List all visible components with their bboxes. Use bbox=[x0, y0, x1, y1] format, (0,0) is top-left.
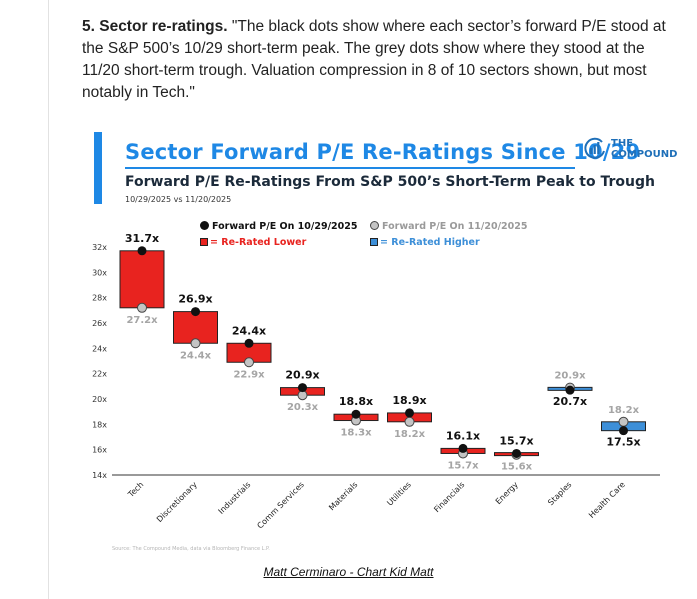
peak-dot bbox=[619, 426, 628, 436]
trough-value-label: 20.3x bbox=[287, 402, 319, 413]
author-credit[interactable]: Matt Cerminaro - Chart Kid Matt bbox=[263, 565, 434, 579]
y-tick-label: 24x bbox=[92, 344, 107, 353]
range-bar-tech bbox=[119, 250, 165, 309]
y-tick-label: 28x bbox=[92, 294, 107, 303]
x-tick-label: Utilities bbox=[385, 480, 413, 508]
the-compound-logo: THE COMPOUND bbox=[583, 136, 683, 166]
compound-logo-text: THE COMPOUND bbox=[611, 138, 677, 160]
legend-trough-dot-icon bbox=[370, 221, 379, 230]
trough-value-label: 18.3x bbox=[340, 428, 372, 439]
trough-value-label: 18.2x bbox=[608, 405, 640, 416]
trough-dot bbox=[244, 357, 254, 368]
trough-value-label: 15.7x bbox=[447, 460, 479, 471]
x-tick-label: Comm Services bbox=[255, 480, 305, 530]
y-tick-label: 32x bbox=[92, 243, 107, 252]
legend-higher: = Re-Rated Higher bbox=[370, 237, 480, 248]
x-axis-labels: Tech Discretionary Industrials Comm Service… bbox=[126, 480, 627, 531]
peak-value-label: 17.5x bbox=[606, 436, 640, 449]
peak-dot bbox=[137, 246, 147, 256]
article-paragraph: 5. Sector re-ratings. "The black dots sh… bbox=[82, 16, 682, 104]
trough-value-label: 24.4x bbox=[180, 350, 212, 361]
peak-dot bbox=[565, 385, 575, 395]
logo-line-2: COMPOUND bbox=[611, 149, 678, 160]
legend-higher-swatch-icon bbox=[370, 238, 378, 246]
range-bar-discretionary bbox=[173, 311, 218, 344]
peak-dot bbox=[298, 383, 307, 393]
y-tick-label: 20x bbox=[92, 395, 107, 404]
x-tick-label: Staples bbox=[546, 480, 573, 507]
peak-dot bbox=[458, 443, 468, 453]
trough-value-label: 18.2x bbox=[394, 429, 426, 440]
legend-lower-label: = Re-Rated Lower bbox=[210, 237, 307, 248]
y-tick-label: 30x bbox=[92, 268, 107, 277]
compound-logo-icon bbox=[584, 137, 605, 159]
legend-peak-dot-icon bbox=[200, 221, 209, 230]
trough-value-label: 15.6x bbox=[501, 462, 533, 473]
legend-higher-label: = Re-Rated Higher bbox=[380, 237, 480, 248]
x-tick-label: Health Care bbox=[587, 480, 627, 520]
y-tick-label: 14x bbox=[92, 471, 107, 480]
chart-title-accent-bar bbox=[94, 132, 102, 204]
source-note: Source: The Compound Media, data via Blo… bbox=[112, 546, 270, 552]
legend-lower: = Re-Rated Lower bbox=[200, 237, 306, 248]
y-tick-label: 16x bbox=[92, 446, 107, 455]
chart-title: Sector Forward P/E Re-Ratings Since 10/2… bbox=[125, 140, 641, 164]
x-tick-label: Tech bbox=[126, 480, 146, 500]
legend-trough-label: Forward P/E On 11/20/2025 bbox=[382, 221, 528, 232]
range-bars: 31.7x 27.2x 26.9x 24.4x 24.4x 22.9x 20.9x 20.3x… bbox=[119, 232, 646, 473]
y-tick-label: 26x bbox=[92, 319, 107, 328]
trough-value-label: 27.2x bbox=[126, 315, 158, 326]
y-axis-ticks: 14x 16x 18x 20x 22x 24x 26x 28x 30x 32x bbox=[92, 243, 107, 480]
chart-date-range: 10/29/2025 vs 11/20/2025 bbox=[125, 195, 232, 204]
peak-dot bbox=[351, 409, 361, 419]
peak-dot bbox=[191, 307, 200, 317]
x-tick-label: Financials bbox=[432, 480, 466, 514]
peak-value-label: 20.9x bbox=[285, 369, 319, 382]
trough-value-label: 22.9x bbox=[233, 369, 265, 380]
peak-value-label: 18.9x bbox=[392, 394, 426, 407]
trough-dot bbox=[404, 416, 415, 427]
article-quote: "The black dots show where each sector’s… bbox=[82, 18, 666, 101]
chart-subtitle: Forward P/E Re-Ratings From S&P 500’s Sh… bbox=[125, 174, 655, 190]
peak-value-label: 26.9x bbox=[178, 293, 212, 306]
x-tick-label: Materials bbox=[327, 480, 359, 512]
logo-line-1: THE bbox=[611, 138, 634, 149]
trough-dot bbox=[190, 338, 201, 349]
page-left-rule bbox=[48, 0, 49, 599]
x-tick-label: Discretionary bbox=[155, 480, 199, 524]
chart-title-underline bbox=[125, 167, 575, 169]
legend-peak: Forward P/E On 10/29/2025 bbox=[200, 221, 358, 232]
trough-dot bbox=[137, 302, 147, 313]
legend-peak-label: Forward P/E On 10/29/2025 bbox=[212, 221, 358, 232]
peak-value-label: 20.7x bbox=[553, 395, 587, 408]
peak-dot bbox=[405, 408, 414, 418]
peak-dot bbox=[512, 448, 521, 458]
legend-trough: Forward P/E On 11/20/2025 bbox=[370, 221, 528, 232]
x-tick-label: Energy bbox=[494, 480, 520, 506]
legend-lower-swatch-icon bbox=[200, 238, 208, 246]
peak-value-label: 31.7x bbox=[125, 232, 159, 245]
trough-value-label: 20.9x bbox=[554, 371, 586, 382]
peak-value-label: 15.7x bbox=[499, 434, 533, 447]
peak-dot bbox=[244, 338, 254, 348]
section-heading: 5. Sector re-ratings. bbox=[82, 18, 228, 35]
trough-dot bbox=[618, 416, 629, 427]
y-tick-label: 18x bbox=[92, 420, 107, 429]
peak-value-label: 16.1x bbox=[446, 429, 480, 442]
peak-value-label: 24.4x bbox=[232, 324, 266, 337]
y-tick-label: 22x bbox=[92, 370, 107, 379]
x-tick-label: Industrials bbox=[217, 480, 253, 516]
peak-value-label: 18.8x bbox=[339, 395, 373, 408]
